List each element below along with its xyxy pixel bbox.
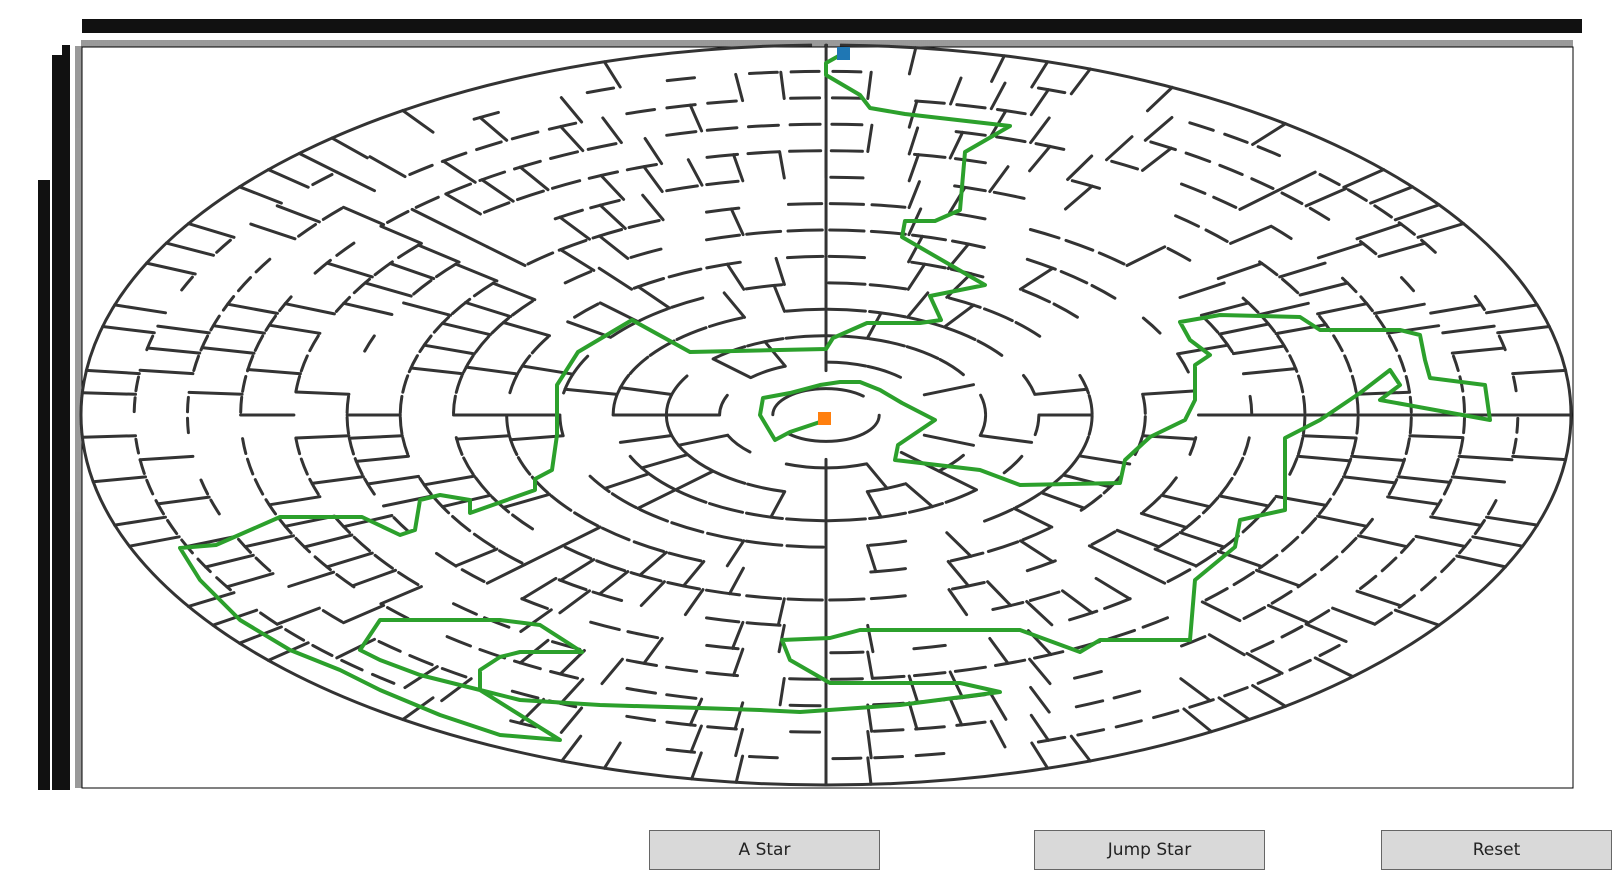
start-marker [837,47,850,60]
y-axis-ticks [38,45,82,790]
jump-star-button[interactable]: Jump Star [1034,830,1265,870]
solution-path [178,51,1492,742]
reset-button[interactable]: Reset [1381,830,1612,870]
goal-marker [818,412,831,425]
x-axis-ticks [81,19,1582,47]
a-star-button[interactable]: A Star [649,830,880,870]
maze-walls [79,43,1573,787]
maze-figure [38,19,1582,790]
